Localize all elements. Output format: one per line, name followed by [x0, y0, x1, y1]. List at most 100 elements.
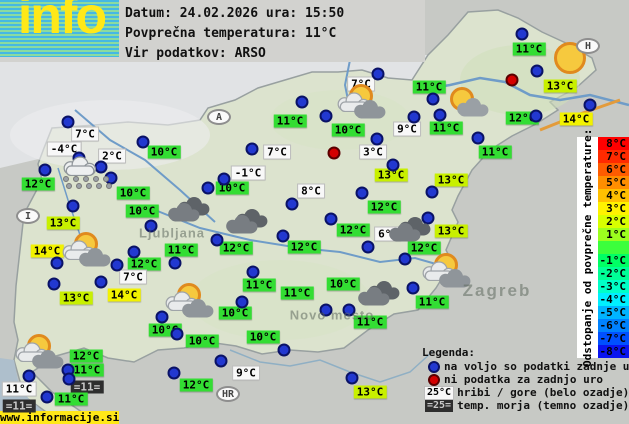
cloud-gray-icon [29, 349, 65, 373]
station-dot-blue [235, 295, 249, 309]
legend: Legenda: na voljo so podatki zadnje ure n… [422, 346, 629, 412]
temp-label: 14°C [559, 112, 593, 126]
temp-label: 12°C [287, 240, 321, 254]
temp-label: 13°C [46, 216, 80, 230]
city-label: Zagreb [462, 281, 532, 300]
temp-label: 10°C [116, 186, 150, 200]
legend-item-text: na voljo so podatki zadnje ure [444, 360, 629, 373]
temp-label: 12°C [21, 177, 55, 191]
temp-label: -4°C [46, 141, 82, 157]
station-dot-blue [426, 92, 440, 106]
temp-label: 9°C [232, 365, 260, 381]
station-dot-blue [40, 390, 54, 404]
temp-label: 9°C [393, 121, 421, 137]
station-dot-blue [47, 277, 61, 291]
cloud-gray-icon [76, 247, 112, 271]
temp-label: 12°C [219, 241, 253, 255]
station-dot-blue [110, 258, 124, 272]
temp-label: 3°C [359, 144, 387, 160]
station-dot-blue [295, 95, 309, 109]
weather-icon-snow-cloud [57, 156, 112, 194]
temp-label: 12°C [127, 257, 161, 271]
station-dot-blue [144, 219, 158, 233]
weather-icon-dark-cloud [223, 204, 273, 242]
weather-icon-sun [545, 39, 595, 77]
weather-icon-sun-clouds [15, 334, 65, 372]
station-dot-blue [22, 369, 36, 383]
colorbar-cell: -4°C [598, 293, 629, 306]
station-dot-blue [210, 233, 224, 247]
temp-label: 13°C [353, 385, 387, 399]
snow-flakes [63, 176, 109, 182]
station-dot-blue [170, 327, 184, 341]
temp-label: 12°C [179, 378, 213, 392]
station-dot-red [505, 73, 519, 87]
station-dot-blue [319, 303, 333, 317]
temp-label: 7°C [119, 269, 147, 285]
legend-item: na voljo so podatki zadnje ure [422, 360, 629, 373]
cloud-shape [358, 287, 390, 306]
cloud-shape [226, 215, 258, 234]
blue-dot-icon [428, 360, 440, 373]
station-dot-blue [433, 108, 447, 122]
temp-label: 10°C [331, 123, 365, 137]
station-dot-blue [425, 185, 439, 199]
temp-label: 12°C [69, 349, 103, 363]
colorbar-cell: 1°C [598, 228, 629, 241]
station-dot-blue [406, 281, 420, 295]
station-dot-blue [342, 303, 356, 317]
station-dot-blue [214, 354, 228, 368]
weather-icon-dark-cloud [165, 192, 215, 230]
temp-label: -1°C [230, 165, 266, 181]
station-dot-blue [201, 181, 215, 195]
temp-label: 13°C [434, 173, 468, 187]
cloud-shape [389, 223, 421, 242]
station-dot-blue [529, 109, 543, 123]
station-dot-blue [66, 199, 80, 213]
dark-label-sample: =25= [425, 399, 454, 412]
colorbar-cell: 8°C [598, 137, 629, 150]
weather-icon-sun-clouds [165, 283, 215, 321]
header-info: Datum: 24.02.2026 ura: 15:50 Povprečna t… [125, 4, 344, 64]
weather-icon-sun-cloud [442, 85, 492, 123]
cloud-shape [63, 156, 97, 177]
station-dot-blue [61, 115, 75, 129]
sea-temp-label: =11= [70, 380, 104, 394]
station-dot-blue [345, 371, 359, 385]
cloud-shape [457, 98, 489, 117]
cloud-gray-icon [436, 268, 472, 292]
country-sign-a: A [207, 109, 231, 125]
cloud-shape [32, 350, 64, 369]
temp-label: 10°C [246, 330, 280, 344]
weather-icon-dark-cloud [355, 276, 405, 314]
colorbar-cell: 3°C [598, 202, 629, 215]
white-label-sample: 25°C [423, 385, 455, 400]
cloud-shape [439, 269, 471, 288]
temp-label: 11°C [353, 315, 387, 329]
snow-flakes [66, 183, 112, 189]
legend-item: ni podatka za zadnjo uro [422, 373, 629, 386]
temp-label: 14°C [30, 244, 64, 258]
city-label: Novo mesto [289, 307, 375, 323]
cloud-gray-icon [351, 99, 387, 123]
station-dot-blue [324, 212, 338, 226]
cloud-shape [182, 299, 214, 318]
header-avg-temp-line: Povprečna temperatura: 11°C [125, 26, 337, 41]
temp-label: 10°C [326, 277, 360, 291]
colorbar-cell: -5°C [598, 306, 629, 319]
station-dot-blue [370, 132, 384, 146]
weather-icon-dark-cloud [386, 212, 436, 250]
station-dot-blue [398, 252, 412, 266]
site-logo[interactable]: info [0, 0, 119, 57]
temp-label: 10°C [185, 334, 219, 348]
colorbar-cell: -7°C [598, 332, 629, 345]
station-dot-blue [386, 158, 400, 172]
temp-label: 12°C [336, 223, 370, 237]
temp-label: 11°C [412, 80, 446, 94]
station-dot-blue [583, 98, 597, 112]
station-dot-blue [168, 256, 182, 270]
cloud-dark-icon [355, 286, 391, 310]
legend-item-text: temp. morja (temno ozadje) [457, 399, 629, 412]
station-dot-blue [245, 142, 259, 156]
site-url-link[interactable]: www.informacije.si [0, 411, 120, 424]
